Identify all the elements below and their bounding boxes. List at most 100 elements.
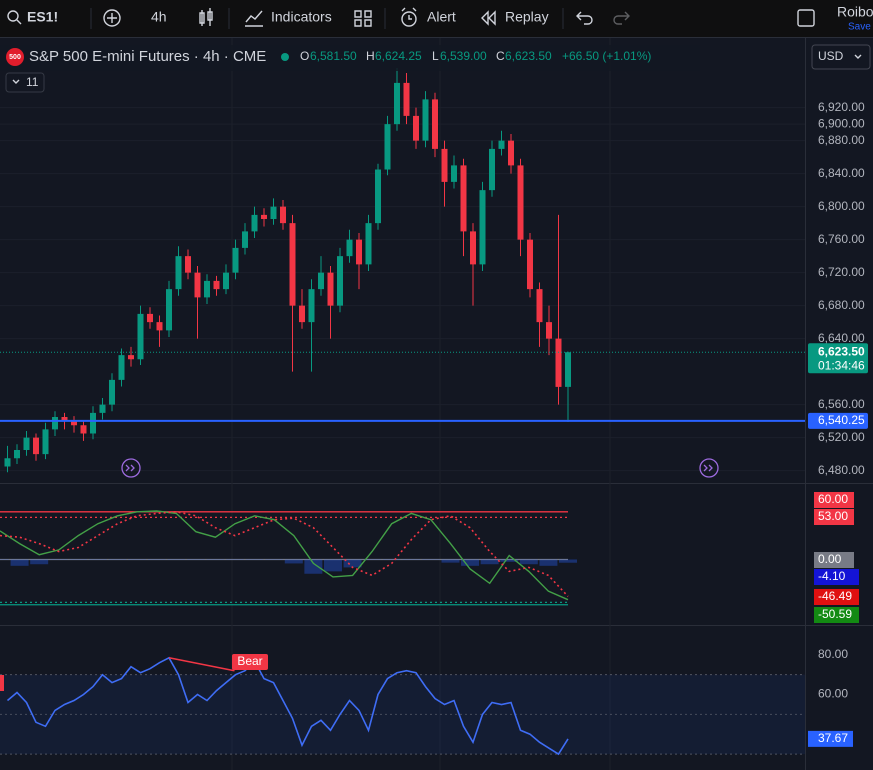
candle-body <box>270 206 277 220</box>
candle-body <box>4 458 11 467</box>
candle-body <box>384 124 391 170</box>
replay-button[interactable]: Replay <box>481 9 549 26</box>
histogram-bar <box>363 559 382 560</box>
histogram-bar <box>10 559 29 566</box>
save-button[interactable]: Roibo Save <box>837 4 873 33</box>
candle-body <box>223 272 229 290</box>
candle-body <box>460 165 467 232</box>
candle-body <box>441 148 448 182</box>
currency-button[interactable]: USD <box>811 44 871 70</box>
rsi-tag-label: 37.67 <box>818 731 848 745</box>
candle-body <box>565 352 571 387</box>
candle-body <box>185 256 191 273</box>
candle-body <box>508 140 514 166</box>
purple-icon-arrows <box>125 464 135 472</box>
candle-body <box>42 429 49 455</box>
purple-icon-arrows <box>703 464 713 472</box>
value-tag-label: -46.49 <box>818 589 852 603</box>
goto-realtime[interactable] <box>699 458 719 478</box>
badge <box>6 48 24 66</box>
y-tick-label: 6,520.00 <box>818 430 865 444</box>
candle-body <box>327 272 334 306</box>
layout-name: Roibo <box>837 4 873 20</box>
y-tick-label: 6,800.00 <box>818 199 865 213</box>
compare-button[interactable] <box>103 9 121 27</box>
indicators-toggle[interactable]: 11 <box>5 72 45 93</box>
stoch-pane <box>0 510 577 606</box>
alert-button[interactable]: Alert <box>401 7 456 27</box>
level-label: 6,540.25 <box>818 413 865 427</box>
d-line <box>0 510 569 597</box>
chart-type-button[interactable] <box>199 8 213 26</box>
histogram-bar <box>69 559 88 560</box>
y-tick-label: 6,880.00 <box>818 133 865 147</box>
value-tag <box>814 589 859 605</box>
badge-label: 500 <box>9 54 21 61</box>
fullscreen-button[interactable] <box>797 9 815 27</box>
divergence-tag <box>232 654 268 670</box>
legend: 500 S&P 500 E-mini Futures · 4h · CME O … <box>0 45 700 93</box>
histogram-bar <box>461 559 480 566</box>
market-status-dot <box>281 53 289 61</box>
candle-body <box>546 322 552 339</box>
candle-body <box>232 247 239 273</box>
divergence-line <box>168 657 235 672</box>
candle-body <box>90 412 96 434</box>
high-value: 6,624.25 <box>375 49 422 63</box>
candle-body <box>308 289 315 323</box>
candle-body <box>14 450 20 459</box>
close-label: C <box>496 49 505 63</box>
candle-body <box>194 272 201 298</box>
candle-body <box>489 148 495 191</box>
candle-body <box>80 425 87 434</box>
toolbar: ES1! 4h Indicators Alert Replay <box>0 0 873 38</box>
candle-body <box>403 82 410 116</box>
chevron <box>854 54 862 59</box>
last-price-tag <box>808 343 868 374</box>
candle-body <box>498 140 505 149</box>
histogram-bar <box>500 559 519 562</box>
alert-icon <box>401 11 417 27</box>
histogram-bar <box>186 559 205 560</box>
candle-body <box>432 99 438 149</box>
level-tag <box>814 552 854 568</box>
symbol-search[interactable]: ES1! <box>7 9 58 25</box>
histogram-bar <box>0 559 9 560</box>
indicators-label: Indicators <box>271 9 332 25</box>
high-label: H <box>366 49 375 63</box>
goto-realtime[interactable] <box>121 458 141 478</box>
candle-body <box>261 214 267 220</box>
layouts-button[interactable] <box>354 10 372 27</box>
histogram-bar <box>108 559 127 560</box>
candle-body <box>517 165 524 240</box>
histogram-bar <box>421 559 440 560</box>
candle-body <box>365 223 372 265</box>
candle-body <box>527 239 533 290</box>
histogram-bar <box>519 559 538 565</box>
candle-body <box>337 256 343 306</box>
low-value: 6,539.00 <box>440 49 487 63</box>
undo-button[interactable] <box>576 11 593 25</box>
candle-body <box>318 272 324 290</box>
indicators-button[interactable]: Indicators <box>245 9 332 27</box>
y-tick-label: 6,920.00 <box>818 100 865 114</box>
redo-button[interactable] <box>613 11 630 25</box>
y-tick-label: 6,680.00 <box>818 298 865 312</box>
value-tag <box>814 607 859 623</box>
open-value: 6,581.50 <box>310 49 357 63</box>
open-label: O <box>300 49 309 63</box>
y-tick-label: 6,760.00 <box>818 232 865 246</box>
histogram-bar <box>402 559 421 560</box>
level-tag-label: 53.00 <box>818 509 848 523</box>
candle-body <box>23 437 30 451</box>
candle-body <box>346 239 353 257</box>
candle-body <box>147 313 153 323</box>
histogram-bar <box>480 559 499 565</box>
replay-icon <box>481 10 496 26</box>
histogram-bar <box>88 559 107 560</box>
candle-body <box>536 289 543 323</box>
histogram-bar <box>147 559 166 560</box>
plus-icon <box>103 9 121 27</box>
interval-button[interactable]: 4h <box>151 9 167 25</box>
